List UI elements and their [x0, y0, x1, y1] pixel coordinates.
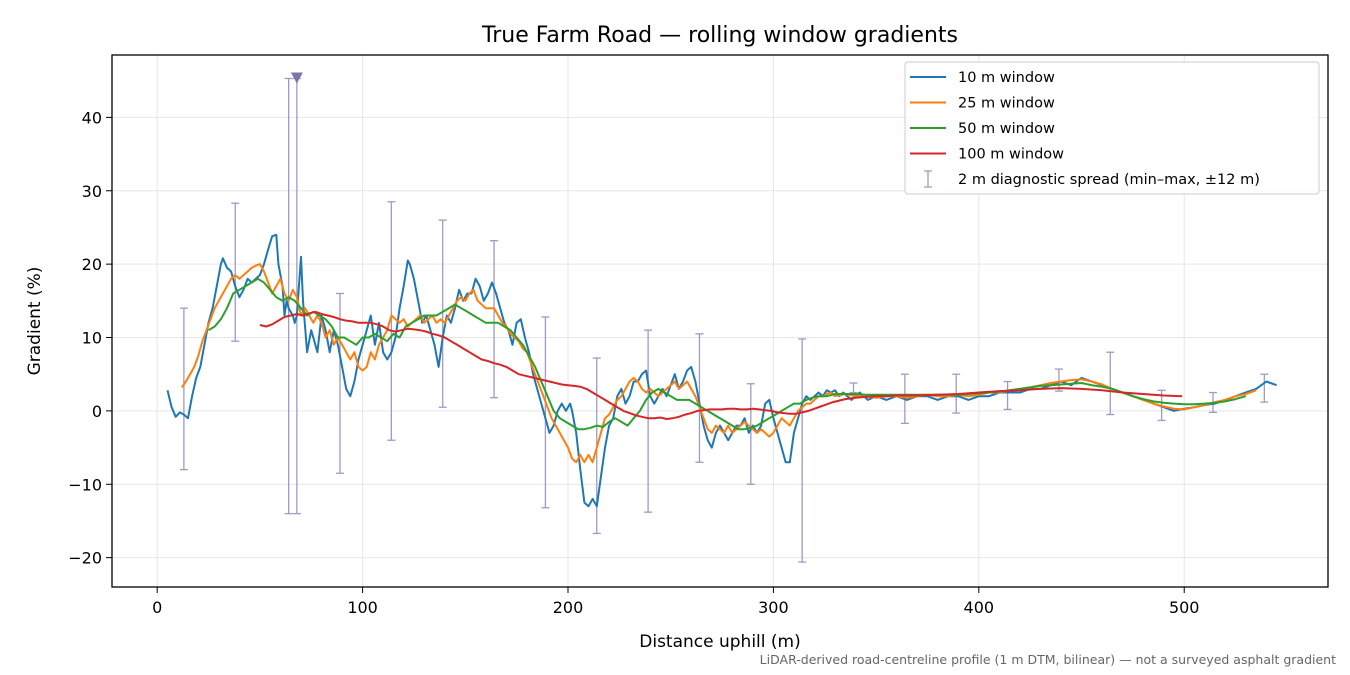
- plot-frame: [111, 54, 1329, 588]
- legend-label-spread: 2 m diagnostic spread (min–max, ±12 m): [958, 172, 1260, 188]
- y-tick-label: −10: [68, 475, 102, 494]
- y-tick-label: 40: [82, 108, 102, 127]
- clip-marker-triangle: [290, 72, 303, 84]
- x-axis-label: Distance uphill (m): [639, 632, 800, 652]
- grid: [112, 55, 1328, 587]
- clip-markers: [290, 72, 303, 84]
- legend-label-w25: 25 m window: [958, 96, 1055, 112]
- x-tick-label: 500: [1169, 598, 1200, 617]
- x-tick-label: 200: [553, 598, 584, 617]
- y-tick-label: −20: [68, 549, 102, 568]
- y-tick-label: 0: [92, 402, 102, 421]
- legend: 10 m window 25 m window 50 m window 100 m w…: [904, 61, 1320, 195]
- y-axis-ticks: −20 −10 0 10 20 30 40: [68, 108, 112, 568]
- footnote: LiDAR-derived road-centreline profile (1…: [759, 652, 1336, 667]
- legend-label-w100: 100 m window: [958, 147, 1064, 163]
- x-axis-ticks: 0 100 200 300 400 500: [152, 587, 1199, 617]
- x-tick-label: 400: [964, 598, 995, 617]
- y-tick-label: 30: [82, 182, 102, 201]
- legend-label-w10: 10 m window: [958, 70, 1055, 86]
- x-tick-label: 0: [152, 598, 162, 617]
- chart-title: True Farm Road — rolling window gradient…: [481, 23, 958, 48]
- x-tick-label: 300: [758, 598, 789, 617]
- y-axis-label: Gradient (%): [25, 267, 45, 376]
- legend-label-w50: 50 m window: [958, 121, 1055, 137]
- series-lines: [166, 233, 1277, 508]
- series-line-w100: [259, 310, 1183, 420]
- y-tick-label: 10: [82, 329, 102, 348]
- x-tick-label: 100: [347, 598, 378, 617]
- series-line-w25: [180, 263, 1257, 464]
- legend-box: [904, 61, 1320, 195]
- y-tick-label: 20: [82, 255, 102, 274]
